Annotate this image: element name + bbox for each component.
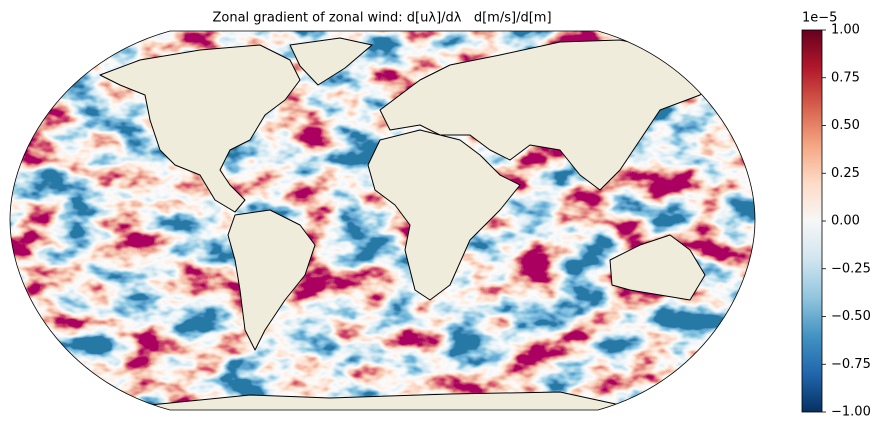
colorbar-offset-label: 1e−5 — [802, 11, 837, 26]
colorbar-tick-label: −0.75 — [831, 357, 871, 372]
colorbar-tick-label: 0.00 — [831, 214, 860, 229]
antarctica — [149, 391, 621, 410]
colorbar-tick-label: −0.25 — [831, 261, 871, 276]
colorbar-tick-label: 0.50 — [831, 118, 860, 133]
africa — [367, 129, 521, 301]
greenland — [289, 37, 373, 86]
map — [10, 31, 755, 410]
colorbar — [801, 29, 823, 413]
colorbar-tick-label: 1.00 — [831, 23, 860, 38]
colorbar-tick-label: −1.00 — [831, 405, 871, 420]
colorbar-tick-label: 0.25 — [831, 166, 860, 181]
eurasia — [379, 39, 723, 191]
chart-title: Zonal gradient of zonal wind: d[uλ]/dλ d… — [212, 11, 551, 26]
map-outline — [9, 30, 756, 411]
australia — [609, 234, 706, 301]
south-america — [227, 209, 316, 351]
north-america — [99, 44, 301, 213]
colorbar-tick-label: −0.50 — [831, 309, 871, 324]
colorbar-tick-label: 0.75 — [831, 70, 860, 85]
